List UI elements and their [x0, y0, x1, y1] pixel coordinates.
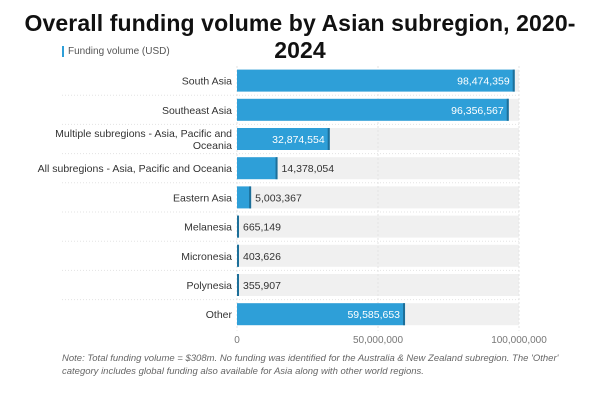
- bar-end-cap: [506, 98, 509, 121]
- legend-swatch: [62, 46, 64, 57]
- x-tick-label: 0: [234, 335, 240, 346]
- data-label: 5,003,367: [255, 192, 302, 204]
- bar-end-cap: [237, 244, 239, 267]
- bar-end-cap: [249, 186, 252, 209]
- x-tick-label: 100,000,000: [491, 335, 547, 346]
- data-label: 96,356,567: [451, 105, 504, 117]
- category-label: Melanesia: [184, 222, 232, 234]
- data-label: 665,149: [243, 222, 281, 234]
- bar-end-cap: [512, 69, 515, 92]
- legend: Funding volume (USD): [62, 46, 170, 57]
- bar-end-cap: [237, 274, 239, 296]
- bar-track: [237, 274, 519, 296]
- bar: [237, 303, 406, 326]
- category-label: Micronesia: [181, 251, 232, 263]
- bar: [237, 69, 515, 92]
- category-label: Polynesia: [186, 280, 232, 292]
- category-label: Other: [206, 309, 233, 321]
- legend-label: Funding volume (USD): [68, 46, 170, 57]
- x-tick-label: 50,000,000: [353, 335, 403, 346]
- bar-end-cap: [237, 215, 239, 238]
- category-label: Multiple subregions - Asia, Pacific and O…: [55, 128, 232, 152]
- bar-end-cap: [275, 157, 278, 180]
- chart-title: Overall funding volume by Asian subregio…: [24, 10, 576, 63]
- bar-track: [237, 186, 519, 209]
- bar-end-cap: [327, 128, 330, 150]
- bar: [237, 98, 509, 121]
- data-label: 355,907: [243, 280, 281, 292]
- data-label: 59,585,653: [347, 309, 400, 321]
- category-label: Eastern Asia: [173, 192, 232, 204]
- data-label: 32,874,554: [272, 134, 325, 146]
- category-label: All subregions - Asia, Pacific and Ocean…: [38, 163, 233, 175]
- footnote: Note: Total funding volume = $308m. No f…: [62, 353, 559, 377]
- category-label: Southeast Asia: [162, 105, 232, 117]
- bar: [237, 157, 278, 180]
- data-label: 14,378,054: [282, 163, 335, 175]
- bar: [237, 186, 252, 209]
- bar: [237, 128, 330, 150]
- bar-end-cap: [403, 303, 406, 326]
- data-label: 403,626: [243, 251, 281, 263]
- category-label: South Asia: [182, 76, 232, 88]
- bar-track: [237, 157, 519, 180]
- data-label: 98,474,359: [457, 76, 510, 88]
